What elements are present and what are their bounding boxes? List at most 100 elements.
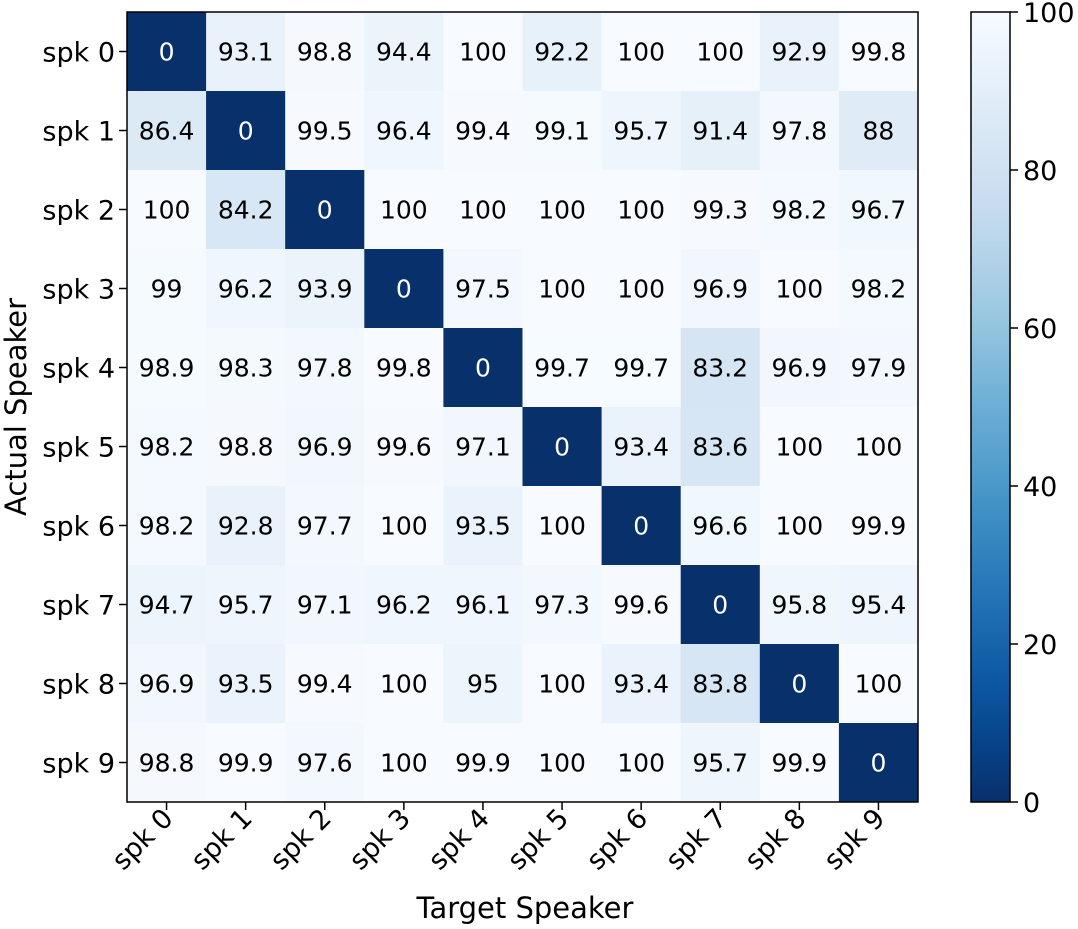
cell-value-label: 98.2 bbox=[139, 433, 195, 462]
cell-value-label: 93.4 bbox=[613, 433, 669, 462]
x-axis-title: Target Speaker bbox=[416, 891, 634, 925]
cell-value-label: 100 bbox=[380, 670, 428, 699]
heatmap-cell bbox=[206, 407, 286, 487]
y-tick-label: spk 0 bbox=[42, 38, 115, 69]
heatmap-cell bbox=[759, 486, 840, 566]
heatmap-cell bbox=[838, 249, 919, 329]
cell-value-label: 98.3 bbox=[218, 354, 274, 383]
cell-value-label: 100 bbox=[459, 38, 507, 67]
heatmap-cell bbox=[838, 12, 919, 92]
cell-value-label: 98.9 bbox=[139, 354, 195, 383]
heatmap-cell bbox=[285, 328, 365, 408]
plot-frame bbox=[126, 11, 919, 803]
cell-value-label: 97.8 bbox=[297, 354, 353, 383]
heatmap-cell bbox=[601, 723, 682, 803]
cell-value-label: 99.6 bbox=[376, 433, 432, 462]
heatmap-cell bbox=[443, 565, 523, 645]
cell-value-label: 100 bbox=[617, 38, 665, 67]
cell-value-label: 98.2 bbox=[139, 512, 195, 541]
heatmap-cell bbox=[838, 170, 919, 250]
cell-value-label: 100 bbox=[459, 196, 507, 225]
heatmap-cell bbox=[206, 486, 286, 566]
cell-value-label: 0 bbox=[159, 38, 175, 67]
heatmap-cell bbox=[443, 91, 523, 171]
heatmap-cell bbox=[285, 723, 365, 803]
cell-value-label: 100 bbox=[775, 275, 823, 304]
cell-value-label: 97.1 bbox=[455, 433, 511, 462]
heatmap-cell bbox=[443, 407, 523, 487]
x-tick-label: spk 3 bbox=[344, 803, 417, 876]
y-tick-label: spk 7 bbox=[42, 591, 115, 622]
heatmap-cell bbox=[759, 91, 840, 171]
heatmap-cell bbox=[206, 170, 286, 250]
x-axis-ticks: spk 0 spk 1 spk 2 spk 3 spk 4 spk 5 spk 6 spk 7… bbox=[106, 802, 891, 876]
cell-value-label: 99.6 bbox=[613, 591, 669, 620]
cell-value-label: 93.4 bbox=[613, 670, 669, 699]
colorbar-ticks: 0 20 40 60 80 100 bbox=[1010, 0, 1075, 819]
cell-value-label: 100 bbox=[855, 433, 903, 462]
heatmap-cell bbox=[522, 565, 603, 645]
cell-value-label: 0 bbox=[475, 354, 491, 383]
heatmap-cell bbox=[601, 407, 682, 487]
cell-value-label: 96.7 bbox=[851, 196, 907, 225]
cell-value-label: 100 bbox=[538, 275, 586, 304]
cell-value-label: 0 bbox=[396, 275, 412, 304]
heatmap-cell bbox=[522, 91, 603, 171]
cell-value-label: 95.8 bbox=[772, 591, 828, 620]
cell-value-label: 99.7 bbox=[613, 354, 669, 383]
heatmap-cell bbox=[680, 644, 761, 724]
cell-value-label: 99.1 bbox=[534, 117, 590, 146]
cell-value-label: 100 bbox=[696, 38, 744, 67]
heatmap-cell bbox=[601, 486, 682, 566]
cell-value-label: 94.4 bbox=[376, 38, 432, 67]
x-tick-label: spk 8 bbox=[739, 803, 812, 876]
cell-value-label: 98.8 bbox=[139, 749, 195, 778]
heatmap-cell bbox=[285, 170, 365, 250]
heatmap-cell bbox=[759, 723, 840, 803]
heatmap-cell bbox=[127, 565, 207, 645]
cell-value-label: 100 bbox=[855, 670, 903, 699]
cell-value-label: 93.9 bbox=[297, 275, 353, 304]
heatmap-cell bbox=[601, 12, 682, 92]
cell-value-label: 99.9 bbox=[851, 512, 907, 541]
x-tick-label: spk 0 bbox=[106, 803, 179, 876]
heatmap-cell bbox=[759, 644, 840, 724]
heatmap-cell bbox=[443, 644, 523, 724]
cell-value-label: 95 bbox=[467, 670, 499, 699]
heatmap-cell bbox=[601, 249, 682, 329]
colorbar-tick-label: 80 bbox=[1023, 156, 1057, 187]
cell-value-label: 100 bbox=[538, 196, 586, 225]
cell-value-label: 99.5 bbox=[297, 117, 353, 146]
cell-value-label: 100 bbox=[538, 512, 586, 541]
cell-value-label: 100 bbox=[775, 512, 823, 541]
heatmap-cell bbox=[127, 12, 207, 92]
heatmap-cell bbox=[522, 12, 603, 92]
cell-value-label: 97.5 bbox=[455, 275, 511, 304]
cell-value-label: 97.6 bbox=[297, 749, 353, 778]
y-axis-ticks: spk 0 spk 1 spk 2 spk 3 spk 4 spk 5 spk 6 spk 7… bbox=[42, 38, 127, 780]
cell-value-label: 98.8 bbox=[218, 433, 274, 462]
colorbar-tick-label: 40 bbox=[1023, 472, 1057, 503]
heatmap-cell bbox=[364, 328, 444, 408]
heatmap-cell bbox=[680, 91, 761, 171]
heatmap-cell bbox=[680, 12, 761, 92]
cell-value-label: 99.9 bbox=[455, 749, 511, 778]
heatmap-cell bbox=[127, 644, 207, 724]
cell-value-label: 100 bbox=[538, 749, 586, 778]
cell-value-label: 97.1 bbox=[297, 591, 353, 620]
cell-value-label: 99.9 bbox=[218, 749, 274, 778]
cell-value-label: 99.9 bbox=[772, 749, 828, 778]
y-tick-label: spk 3 bbox=[42, 275, 115, 306]
heatmap-cell bbox=[443, 723, 523, 803]
y-tick-label: spk 9 bbox=[42, 749, 115, 780]
heatmap-cell bbox=[759, 12, 840, 92]
heatmap-cell bbox=[285, 644, 365, 724]
cell-value-label: 95.7 bbox=[692, 749, 748, 778]
cell-value-label: 96.9 bbox=[297, 433, 353, 462]
cell-value-label: 100 bbox=[617, 749, 665, 778]
heatmap-cell bbox=[522, 328, 603, 408]
cell-value-label: 96.2 bbox=[218, 275, 274, 304]
y-tick-label: spk 1 bbox=[42, 117, 115, 148]
cell-value-label: 93.1 bbox=[218, 38, 274, 67]
cell-value-label: 98.8 bbox=[297, 38, 353, 67]
